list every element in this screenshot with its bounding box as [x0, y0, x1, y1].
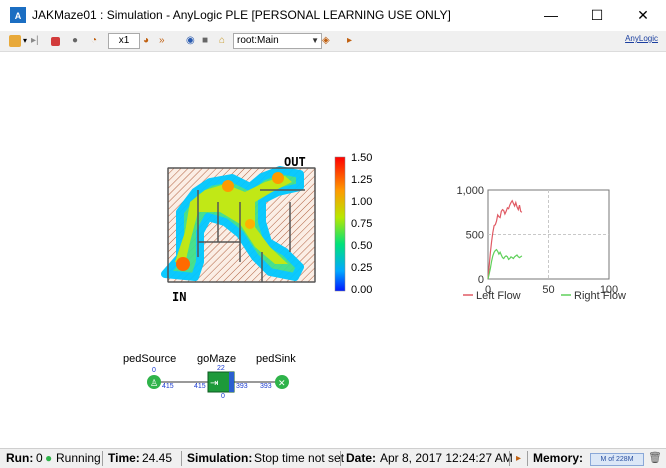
block-label-pedsink[interactable]: pedSink: [256, 353, 296, 365]
date-value: Apr 8, 2017 12:24:27 AM: [380, 451, 513, 465]
run-value: 0: [36, 451, 43, 465]
colorbar-tick: 1.00: [351, 196, 373, 208]
density-hotspot: [245, 219, 255, 229]
density-hotspot: [222, 180, 234, 192]
minimize-button[interactable]: —: [544, 7, 558, 23]
navigation-icon[interactable]: ⌂: [219, 35, 226, 46]
speed-up-icon[interactable]: ◕: [143, 35, 150, 46]
block-count: 22: [217, 365, 225, 372]
density-hotspot: [272, 172, 284, 184]
colorbar-tick: 0.00: [351, 284, 373, 296]
speed-field[interactable]: x1: [108, 33, 140, 49]
toolbar: ▾ ▸| ● ◔ x1 ◕ » ◉ ■ ⌂ root:Main ▼ ◈ ▸ An…: [0, 31, 666, 52]
run-label: Run:: [6, 451, 34, 465]
step-icon[interactable]: ▸|: [31, 35, 39, 46]
max-speed-icon[interactable]: »: [159, 35, 165, 46]
block-label-gomaze[interactable]: goMaze: [197, 353, 237, 365]
window-title: JAKMaze01 : Simulation - AnyLogic PLE [P…: [32, 8, 451, 22]
maze-out-label: OUT: [284, 155, 306, 169]
anylogic-logo-icon: A: [10, 7, 26, 23]
run-dropdown-icon[interactable]: ▾: [23, 36, 28, 45]
block-count: 393: [236, 383, 248, 390]
maze-in-label: IN: [172, 290, 187, 304]
divider: [181, 451, 182, 466]
simulation-label: Simulation:: [187, 451, 253, 465]
date-label: Date:: [346, 451, 377, 465]
density-path-inner: [175, 176, 292, 264]
chevron-down-icon: ▼: [311, 36, 319, 45]
block-count: 0: [152, 367, 156, 374]
colorbar-tick: 0.25: [351, 262, 373, 274]
divider: [340, 451, 341, 466]
time-value: 24.45: [142, 451, 173, 465]
center-icon[interactable]: ◈: [322, 35, 330, 46]
block-count: 393: [260, 383, 272, 390]
trash-icon[interactable]: 🗑: [648, 452, 662, 464]
root-selector[interactable]: root:Main ▼: [233, 33, 322, 49]
colorbar-tick: 1.50: [351, 152, 373, 164]
maze-heatmap: [161, 156, 346, 292]
colorbar-tick: 0.50: [351, 240, 373, 252]
running-status: Running: [56, 451, 101, 465]
status-bar: Run: 0 ● Running Time: 24.45 Simulation:…: [0, 448, 666, 468]
flowchart-diagram: ♙ ⇥ ✕: [147, 371, 289, 393]
root-selector-value: root:Main: [237, 35, 279, 46]
toggle-icon[interactable]: ▸: [516, 453, 522, 464]
density-hotspot: [176, 257, 190, 271]
memory-label: Memory:: [533, 451, 584, 465]
divider: [102, 451, 103, 466]
go-block-edge: [229, 372, 234, 392]
slow-down-icon[interactable]: ●: [72, 35, 79, 46]
memory-bar: M of 228M: [590, 453, 644, 466]
navigate-icon[interactable]: ◉: [186, 35, 195, 46]
toggle-icon[interactable]: ▸: [347, 35, 353, 46]
pedestrian-source-icon[interactable]: [147, 375, 161, 389]
maze-walls: [167, 167, 316, 283]
pedestrian-sink-icon[interactable]: [275, 375, 289, 389]
block-count: 415: [162, 383, 174, 390]
block-label-pedsource[interactable]: pedSource: [123, 353, 177, 365]
maximize-button[interactable]: ☐: [590, 7, 604, 23]
simulation-value: Stop time not set: [254, 451, 345, 465]
block-count: 415: [194, 383, 206, 390]
exit-glyph: ⇥: [210, 378, 218, 389]
stop-icon[interactable]: [51, 37, 60, 46]
walker-glyph: ♙: [150, 379, 158, 389]
time-label: Time:: [108, 451, 140, 465]
colorbar-tick: 0.75: [351, 218, 373, 230]
clock-icon[interactable]: ◔: [91, 35, 98, 46]
close-button[interactable]: ✕: [637, 7, 649, 23]
anylogic-brand-link[interactable]: AnyLogic: [625, 34, 658, 43]
divider: [509, 451, 510, 466]
simulation-canvas: OUT IN 1.50 1.25 1.00 0.75 0.50 0.25 0.0…: [0, 52, 666, 448]
camera-icon[interactable]: ■: [202, 35, 209, 46]
divider: [527, 451, 528, 466]
block-count: 0: [221, 393, 225, 400]
running-icon: ●: [45, 451, 53, 465]
run-icon[interactable]: [9, 35, 21, 47]
colorbar: [334, 156, 346, 292]
colorbar-tick: 1.25: [351, 174, 373, 186]
sink-x-glyph: ✕: [278, 379, 286, 389]
title-bar: A JAKMaze01 : Simulation - AnyLogic PLE …: [0, 0, 666, 31]
